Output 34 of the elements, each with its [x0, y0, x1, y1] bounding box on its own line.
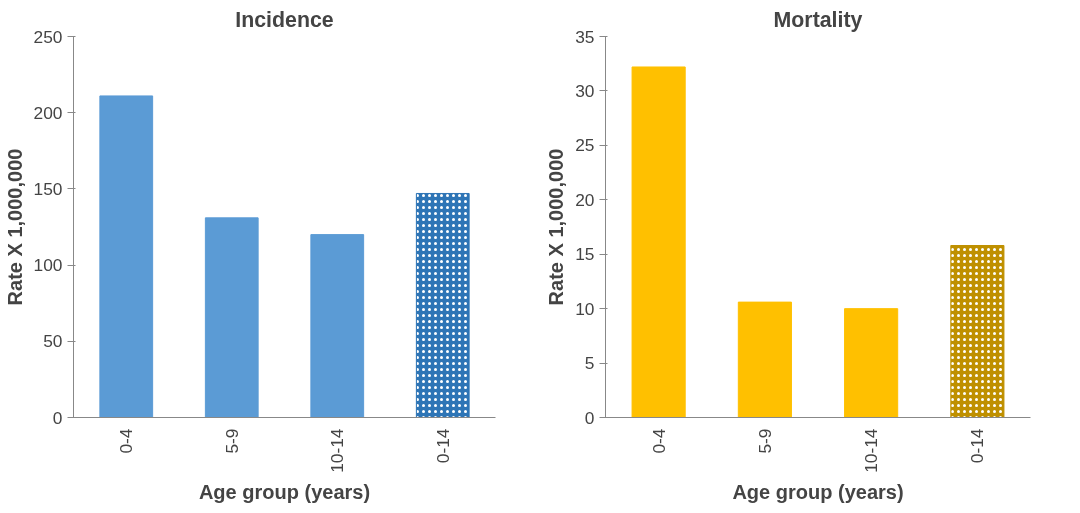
x-tick-label: 5-9: [221, 428, 242, 454]
x-tick-label: 0-14: [967, 428, 988, 464]
y-tick-label: 5: [584, 353, 595, 374]
x-tick-label: 0-4: [116, 428, 137, 454]
chart-title: Incidence: [235, 7, 334, 32]
y-tick-label: 10: [575, 298, 595, 319]
y-tick-label: 25: [575, 135, 595, 156]
y-tick-label: 35: [575, 26, 595, 47]
chart-title: Mortality: [773, 7, 863, 32]
y-tick-label: 30: [575, 80, 595, 101]
y-tick-label: 200: [33, 102, 63, 123]
x-tick-label: 10-14: [327, 428, 348, 473]
bar: [631, 66, 686, 418]
y-tick-label: 250: [33, 26, 63, 47]
bar: [844, 308, 899, 418]
y-axis-title: Rate X 1,000,000: [3, 148, 26, 306]
y-tick-label: 100: [33, 255, 63, 276]
x-tick-label: 5-9: [754, 428, 775, 454]
y-tick-label: 50: [43, 331, 63, 352]
x-tick-label: 10-14: [861, 428, 882, 473]
y-tick-label: 0: [52, 407, 63, 428]
bar: [737, 301, 792, 418]
y-tick-label: 20: [575, 189, 595, 210]
bar: [99, 95, 154, 418]
y-tick-label: 150: [33, 178, 63, 199]
x-tick-label: 0-4: [648, 428, 669, 454]
y-tick-label: 15: [575, 244, 595, 265]
y-tick-label: 0: [584, 407, 595, 428]
y-axis-title: Rate X 1,000,000: [545, 148, 568, 306]
x-axis-title: Age group (years): [198, 480, 371, 503]
bar: [310, 234, 365, 418]
x-axis-title: Age group (years): [732, 480, 904, 503]
x-tick-label: 0-14: [432, 428, 453, 464]
bar: [204, 217, 259, 418]
